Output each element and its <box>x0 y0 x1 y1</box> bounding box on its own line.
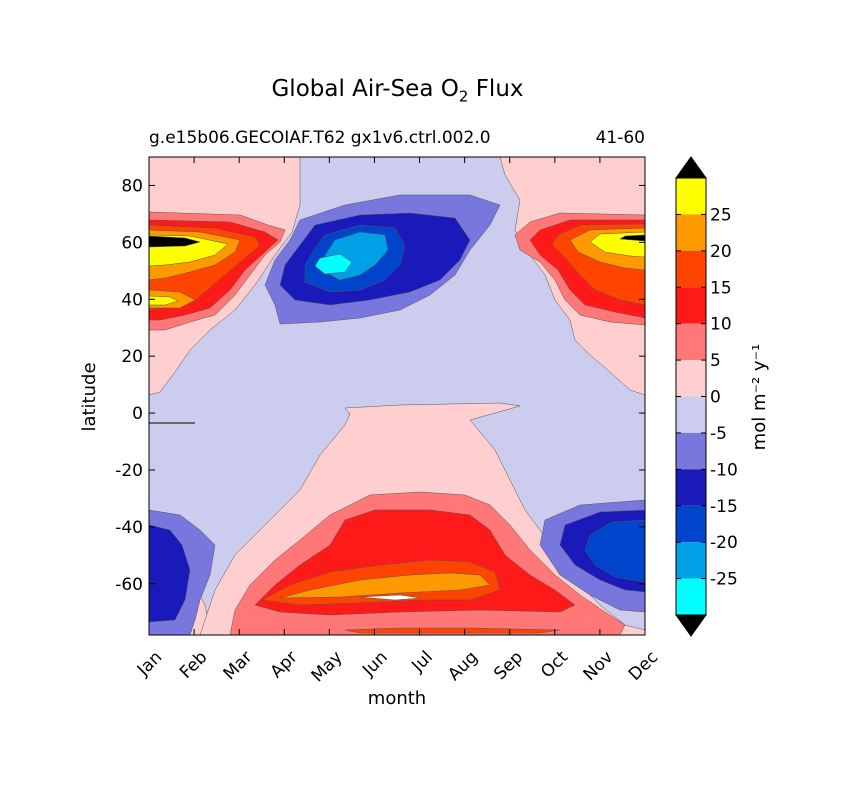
colorbar-level <box>676 542 706 579</box>
chart-title: Global Air-Sea O2 Flux <box>271 76 524 106</box>
y-axis: 80 60 40 20 0 -20 -40 -60 <box>115 176 645 595</box>
colorbar-tick-label: 15 <box>710 278 732 298</box>
x-tick-label: May <box>308 647 347 686</box>
contour-field <box>149 157 645 635</box>
x-tick-label: Jun <box>358 647 392 681</box>
colorbar-level <box>676 323 706 361</box>
x-tick-label: Apr <box>267 647 302 682</box>
colorbar-level <box>676 214 706 251</box>
y-tick-label: 0 <box>132 404 143 424</box>
x-tick-label: Jul <box>408 647 437 676</box>
colorbar-tick-label: 25 <box>710 205 732 225</box>
colorbar-tick-label: 5 <box>710 351 721 371</box>
y-tick-label: 40 <box>121 290 143 310</box>
contour-sh-summer-white-spot <box>359 594 421 601</box>
x-tick-label: Mar <box>220 647 257 684</box>
x-tick-label: Jan <box>133 647 166 680</box>
contour-nh-left-over30 <box>149 235 201 248</box>
colorbar-level <box>676 469 706 506</box>
x-tick-label: Sep <box>490 647 527 684</box>
contour-sh-right-neg15-20 <box>584 519 645 583</box>
colorbar: 25 20 15 10 5 0 -5 -10 -15 -20 -25 <box>675 156 738 637</box>
colorbar-tick-label: 0 <box>710 388 721 408</box>
x-axis-label: month <box>368 688 426 709</box>
x-tick-label: Oct <box>537 647 572 682</box>
contour-sh-summer-20-25 <box>279 572 491 599</box>
x-tick-label: Nov <box>580 647 618 685</box>
x-tick-label: Dec <box>625 647 662 684</box>
colorbar-tick-label: 10 <box>710 315 732 335</box>
run-name: g.e15b06.GECOIAF.T62 gx1v6.ctrl.002.0 <box>149 128 491 148</box>
colorbar-level <box>676 250 706 288</box>
colorbar-tick-label: -10 <box>710 460 738 480</box>
colorbar-tick-label: -5 <box>710 424 727 444</box>
colorbar-level <box>676 178 706 215</box>
plot-frame <box>148 156 646 636</box>
colorbar-tick-label: -20 <box>710 533 738 553</box>
colorbar-tick-label: -15 <box>710 497 738 517</box>
contour-sh-summer-deep-15-20 <box>344 627 561 634</box>
colorbar-tick-label: -25 <box>710 570 738 590</box>
y-tick-label: -60 <box>115 575 143 595</box>
colorbar-level <box>676 505 706 543</box>
y-tick-label: -40 <box>115 518 143 538</box>
contour-nh-left-40N-25-30 <box>149 295 179 306</box>
y-axis-label: latitude <box>79 362 100 431</box>
colorbar-level <box>676 287 706 324</box>
y-tick-label: 80 <box>121 176 143 196</box>
y-tick-label: 60 <box>121 233 143 253</box>
y-tick-label: -20 <box>115 461 143 481</box>
colorbar-level <box>676 396 706 433</box>
contour-nh-summer-neg25-30 <box>314 253 353 275</box>
colorbar-level <box>676 360 706 397</box>
colorbar-level <box>676 432 706 470</box>
y-tick-label: 20 <box>121 347 143 367</box>
contour-sh-left-neg10-15 <box>149 524 191 623</box>
x-tick-label: Feb <box>176 647 211 682</box>
contour-nh-right-over30 <box>619 234 645 242</box>
colorbar-label: mol m⁻² y⁻¹ <box>749 344 770 451</box>
x-tick-label: Aug <box>444 647 482 685</box>
year-range: 41-60 <box>595 128 645 148</box>
colorbar-extend-min <box>675 614 707 637</box>
colorbar-level <box>676 578 706 615</box>
colorbar-tick-label: 20 <box>710 242 732 262</box>
colorbar-extend-max <box>675 156 707 179</box>
